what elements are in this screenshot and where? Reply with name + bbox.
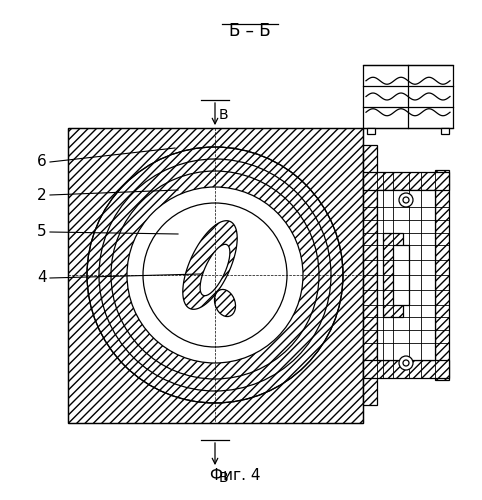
Circle shape [127,187,303,363]
Bar [68,128,363,423]
Circle shape [403,360,409,366]
Bar [363,360,449,378]
Circle shape [143,203,287,347]
Bar [435,170,449,380]
Bar [367,128,375,134]
Bar [363,65,453,128]
Text: 6: 6 [37,154,47,170]
Text: 5: 5 [37,224,47,240]
Polygon shape [183,220,237,310]
Bar [383,233,403,317]
Text: В: В [219,471,228,485]
Text: Б – Б: Б – Б [229,22,271,40]
Text: 4: 4 [37,270,47,285]
Circle shape [399,193,413,207]
Bar [363,172,449,190]
Text: В: В [219,108,228,122]
Bar [68,128,363,423]
Circle shape [403,197,409,203]
Text: Фиг. 4: Фиг. 4 [210,468,260,483]
Text: 2: 2 [37,188,47,202]
Polygon shape [200,244,230,296]
Circle shape [87,147,343,403]
Bar [68,128,363,423]
Bar [377,190,435,360]
Bar [441,128,449,134]
Bar [363,145,377,405]
Circle shape [399,356,413,370]
Bar [393,245,409,305]
Polygon shape [214,290,236,316]
